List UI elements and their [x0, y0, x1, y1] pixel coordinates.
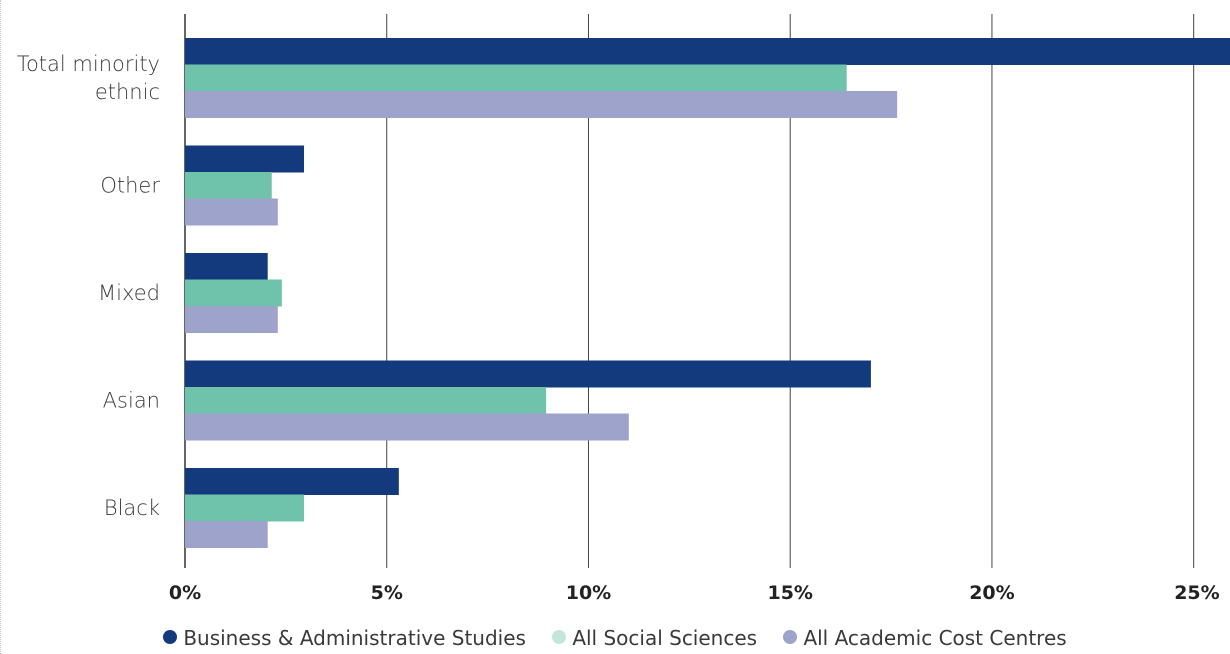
bar	[185, 360, 871, 388]
legend-dot-icon	[552, 630, 567, 644]
category-label: Other	[100, 174, 160, 198]
bar	[185, 64, 847, 92]
left-border	[0, 0, 1, 654]
bar	[185, 38, 1230, 65]
bars	[185, 38, 1230, 548]
category-label: Black	[104, 496, 160, 520]
x-tick-labels: 0% 5% 10% 15% 20% 25%	[169, 582, 1220, 604]
category-label: Mixed	[98, 281, 160, 305]
bar	[185, 253, 268, 280]
legend-label: All Academic Cost Centres	[803, 626, 1067, 650]
legend-label: Business & Administrative Studies	[183, 626, 526, 650]
legend-dot-icon	[163, 630, 178, 644]
bar	[185, 198, 278, 226]
bar	[185, 279, 282, 307]
bar	[185, 91, 898, 118]
category-label: ethnic	[95, 80, 160, 104]
legend-item-social-sciences: All Social Sciences	[552, 626, 757, 650]
bar	[185, 306, 278, 333]
category-labels: Total minority ethnic Other Mixed Asian Black	[17, 52, 161, 520]
bar	[185, 172, 272, 199]
bar	[185, 494, 305, 522]
x-tick-label: 20%	[969, 582, 1014, 604]
bar	[185, 413, 629, 441]
bar	[185, 145, 305, 173]
bar	[185, 521, 268, 548]
legend-label: All Social Sciences	[572, 626, 758, 650]
legend-item-business: Business & Administrative Studies	[163, 626, 526, 650]
x-tick-label: 5%	[371, 582, 403, 604]
bar	[185, 387, 547, 414]
legend-dot-icon	[783, 630, 798, 644]
legend: Business & Administrative Studies All So…	[0, 626, 1230, 650]
bar	[185, 468, 399, 495]
legend-item-academic-cost-centres: All Academic Cost Centres	[783, 626, 1067, 650]
bar-chart: Total minority ethnic Other Mixed Asian Black…	[17, 14, 1230, 604]
x-tick-label: 15%	[767, 582, 812, 604]
x-tick-label: 25%	[1174, 582, 1219, 604]
category-label: Total minority	[17, 52, 160, 76]
category-label: Asian	[103, 389, 160, 413]
x-tick-label: 0%	[169, 582, 201, 604]
x-tick-label: 10%	[566, 582, 611, 604]
